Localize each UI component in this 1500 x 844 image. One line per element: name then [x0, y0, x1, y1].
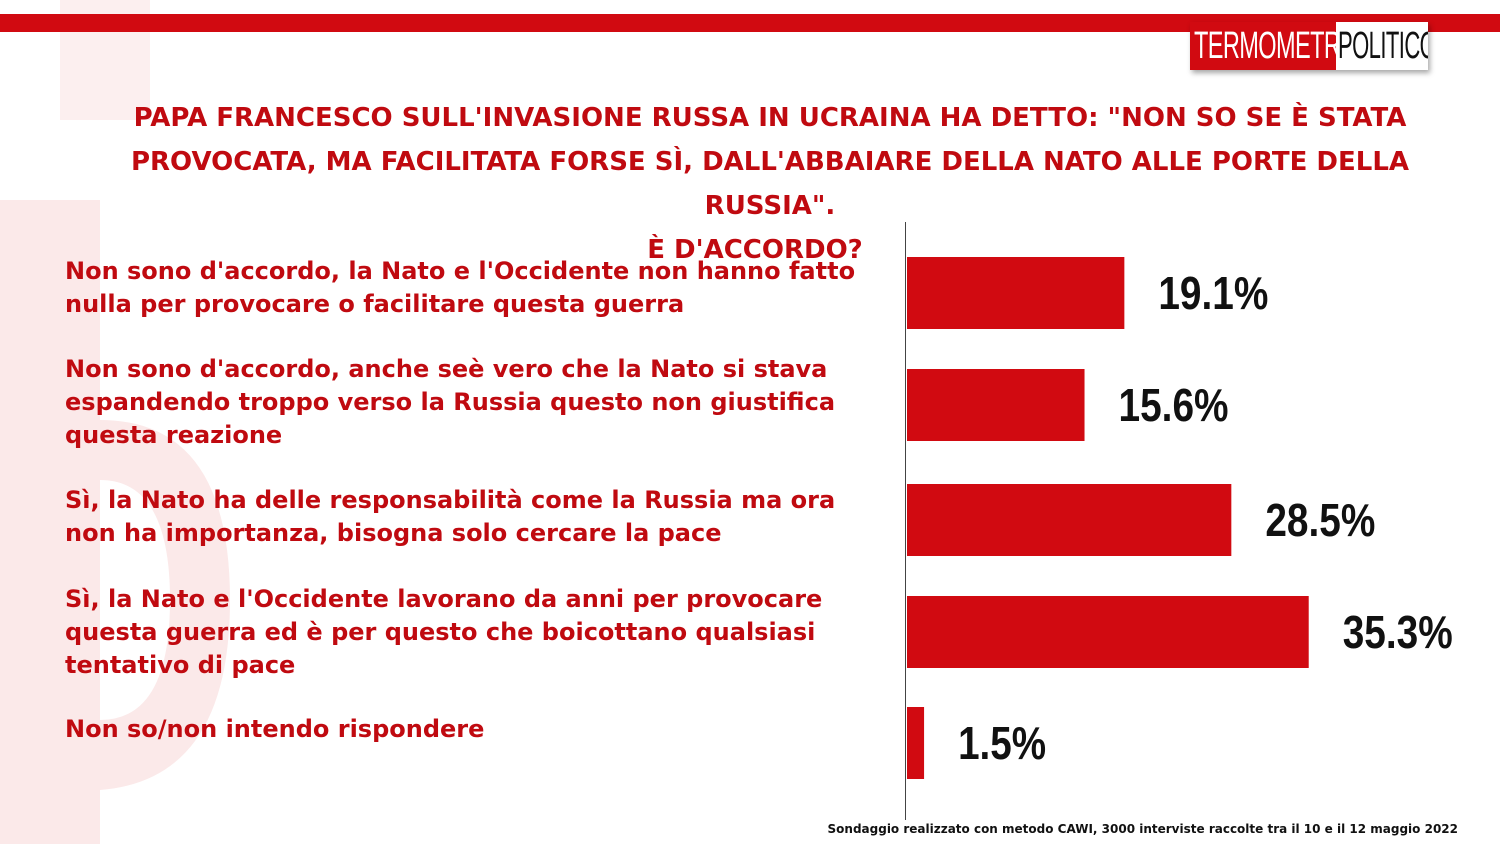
- logo-text-termometro: TERMOMETRO: [1194, 25, 1359, 67]
- category-label-4: Sì, la Nato e l'Occidente lavorano da an…: [65, 585, 823, 679]
- bar-4: [907, 596, 1309, 668]
- value-label-3: 28.5%: [1265, 494, 1375, 546]
- value-label-5: 1.5%: [958, 717, 1046, 769]
- chart-title-question: PAPA FRANCESCO SULL'INVASIONE RUSSA IN U…: [130, 103, 1410, 221]
- chart-title: PAPA FRANCESCO SULL'INVASIONE RUSSA IN U…: [60, 96, 1450, 272]
- bar-5: [907, 707, 925, 779]
- chart-title-ask: È D'ACCORDO?: [647, 235, 863, 265]
- logo-red-block: [1190, 22, 1336, 70]
- logo-text-politico: POLITICO: [1338, 25, 1428, 67]
- bar-3: [907, 484, 1232, 556]
- y-axis-line: [905, 222, 906, 820]
- value-label-1: 19.1%: [1158, 267, 1268, 319]
- category-label-2: Non sono d'accordo, anche seè vero che l…: [65, 355, 836, 449]
- termometro-politico-logo: TERMOMETRO POLITICO: [1190, 22, 1428, 70]
- top-red-bar: [0, 14, 1500, 32]
- value-label-4: 35.3%: [1343, 606, 1453, 658]
- category-label-1: Non sono d'accordo, la Nato e l'Occident…: [65, 257, 856, 318]
- value-label-2: 15.6%: [1119, 379, 1229, 431]
- category-label-5: Non so/non intendo rispondere: [65, 715, 485, 743]
- category-label-3: Sì, la Nato ha delle responsabilità come…: [65, 486, 836, 547]
- bar-2: [907, 369, 1085, 441]
- survey-footnote: Sondaggio realizzato con metodo CAWI, 30…: [827, 822, 1458, 836]
- bar-1: [907, 257, 1125, 329]
